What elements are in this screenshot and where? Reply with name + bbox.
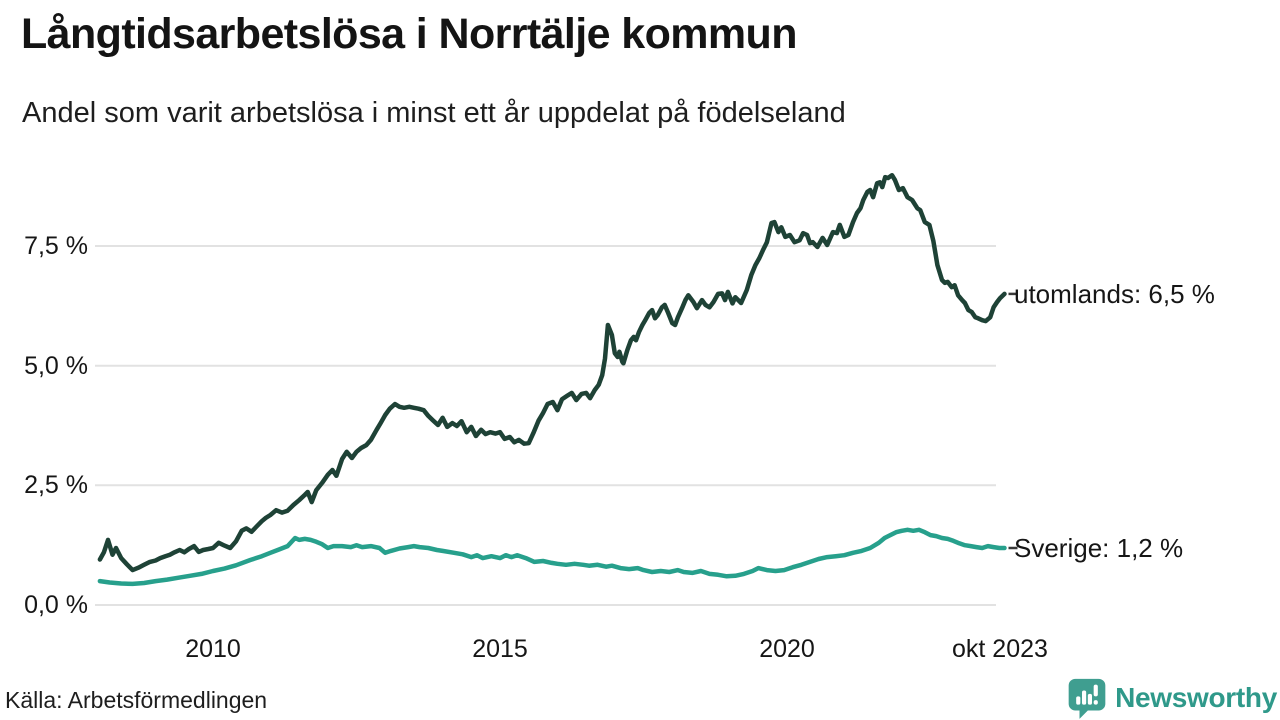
x-tick-label: 2020 <box>759 635 815 663</box>
series-end-label-sverige: Sverige: 1,2 % <box>1014 533 1184 564</box>
source-note: Källa: Arbetsförmedlingen <box>5 687 268 713</box>
x-tick-label: 2015 <box>472 635 528 663</box>
newsworthy-pin-barchart-icon <box>1068 678 1106 719</box>
page-title: Långtidsarbetslösa i Norrtälje kommun <box>21 10 797 58</box>
y-tick-label: 0,0 % <box>24 591 88 619</box>
newsworthy-logo: Newsworthy <box>1067 677 1277 719</box>
chart-subtitle: Andel som varit arbetslösa i minst ett å… <box>22 97 846 129</box>
series-end-label-utomlands: utomlands: 6,5 % <box>1014 278 1215 309</box>
y-tick-label: 7,5 % <box>24 231 88 260</box>
y-tick-label: 2,5 % <box>24 471 88 500</box>
x-tick-label: okt 2023 <box>951 635 1048 663</box>
y-tick-label: 5,0 % <box>24 351 88 380</box>
x-tick-label: 2010 <box>185 635 241 663</box>
brand-name: Newsworthy <box>1115 682 1277 713</box>
